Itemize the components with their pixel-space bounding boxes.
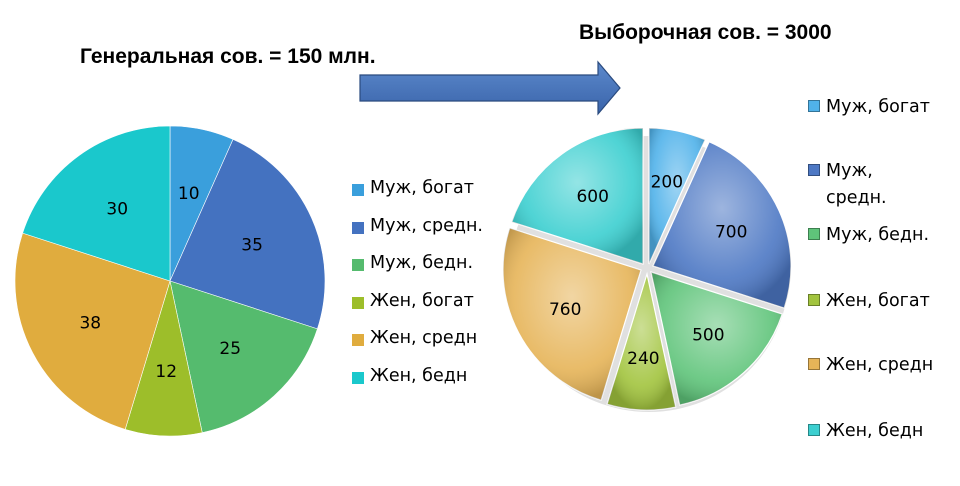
legend-label: Муж, бедн. (370, 253, 474, 273)
pie-slice-general-5 (14, 232, 171, 430)
data-label-sample-2: 700 (715, 223, 747, 243)
legend-item-sample-1: Муж, богат (808, 94, 938, 121)
legend-swatch-icon (352, 334, 364, 346)
chart-title-sample: Выборочная сов. = 3000 (579, 21, 832, 44)
legend-item-general-6: Жен, бедн (352, 366, 467, 386)
legend-swatch-icon (808, 100, 820, 112)
legend-swatch-icon (808, 228, 820, 240)
pie-slice-sample-4 (606, 271, 677, 411)
pie-slice-sample-2 (652, 140, 792, 309)
legend-item-sample-5: Жен, средн (808, 352, 938, 379)
legend-swatch-icon (352, 371, 364, 384)
data-label-general-2: 35 (241, 235, 263, 255)
data-label-sample-3: 500 (692, 326, 724, 346)
legend-label: Муж, средн. (370, 215, 483, 236)
legend-item-sample-3: Муж, бедн. (808, 222, 938, 249)
legend-swatch-icon (808, 164, 820, 176)
legend-swatch-icon (352, 296, 364, 309)
pie-slice-sample-3 (650, 271, 784, 406)
pie-slice-sample-1 (648, 127, 706, 265)
legend-label: Жен, средн (826, 355, 934, 375)
data-label-general-1: 10 (178, 184, 200, 204)
legend-item-general-5: Жен, средн (352, 328, 477, 348)
pie-slice-sample-5 (502, 227, 642, 401)
data-label-general-5: 38 (79, 314, 101, 334)
legend-label: Жен, богат (370, 290, 474, 311)
data-label-general-3: 25 (219, 339, 241, 359)
legend-swatch-icon (352, 259, 364, 271)
legend-label: Муж, бедн. (826, 225, 930, 245)
chart-title-general: Генеральная сов. = 150 млн. (80, 45, 376, 68)
legend-label: Жен, богат (826, 291, 930, 311)
legend-swatch-icon (352, 221, 364, 234)
pie-slice-general-2 (169, 139, 326, 330)
pie-slice-general-3 (169, 280, 318, 433)
legend-item-general-1: Муж, богат (352, 178, 474, 198)
legend-item-general-4: Жен, богат (352, 291, 474, 311)
legend-label: Муж, богат (826, 97, 930, 117)
pie-slice-sample-6 (510, 127, 644, 265)
legend-swatch-icon (808, 358, 820, 370)
data-label-sample-5: 760 (549, 300, 581, 320)
data-label-sample-1: 200 (651, 173, 683, 193)
pie-slice-general-6 (22, 125, 171, 282)
data-label-general-6: 30 (106, 199, 128, 219)
data-label-sample-4: 240 (627, 349, 659, 369)
legend-item-general-3: Муж, бедн. (352, 253, 473, 273)
legend-item-sample-2: Муж, средн. (808, 158, 938, 212)
legend-item-sample-6: Жен, бедн (808, 418, 938, 445)
legend-swatch-icon (808, 294, 820, 306)
legend-item-sample-4: Жен, богат (808, 288, 938, 315)
legend-label: Муж, богат (370, 178, 474, 198)
legend-swatch-icon (808, 424, 820, 436)
data-label-sample-6: 600 (576, 187, 608, 207)
legend-label: Жен, бедн (826, 421, 924, 441)
legend-swatch-icon (352, 184, 364, 196)
legend-label: Жен, бедн (370, 365, 468, 386)
legend-label: Жен, средн (370, 328, 478, 348)
data-label-general-4: 12 (155, 362, 177, 382)
legend-label: Муж, средн. (826, 161, 887, 208)
legend-item-general-2: Муж, средн. (352, 216, 483, 236)
